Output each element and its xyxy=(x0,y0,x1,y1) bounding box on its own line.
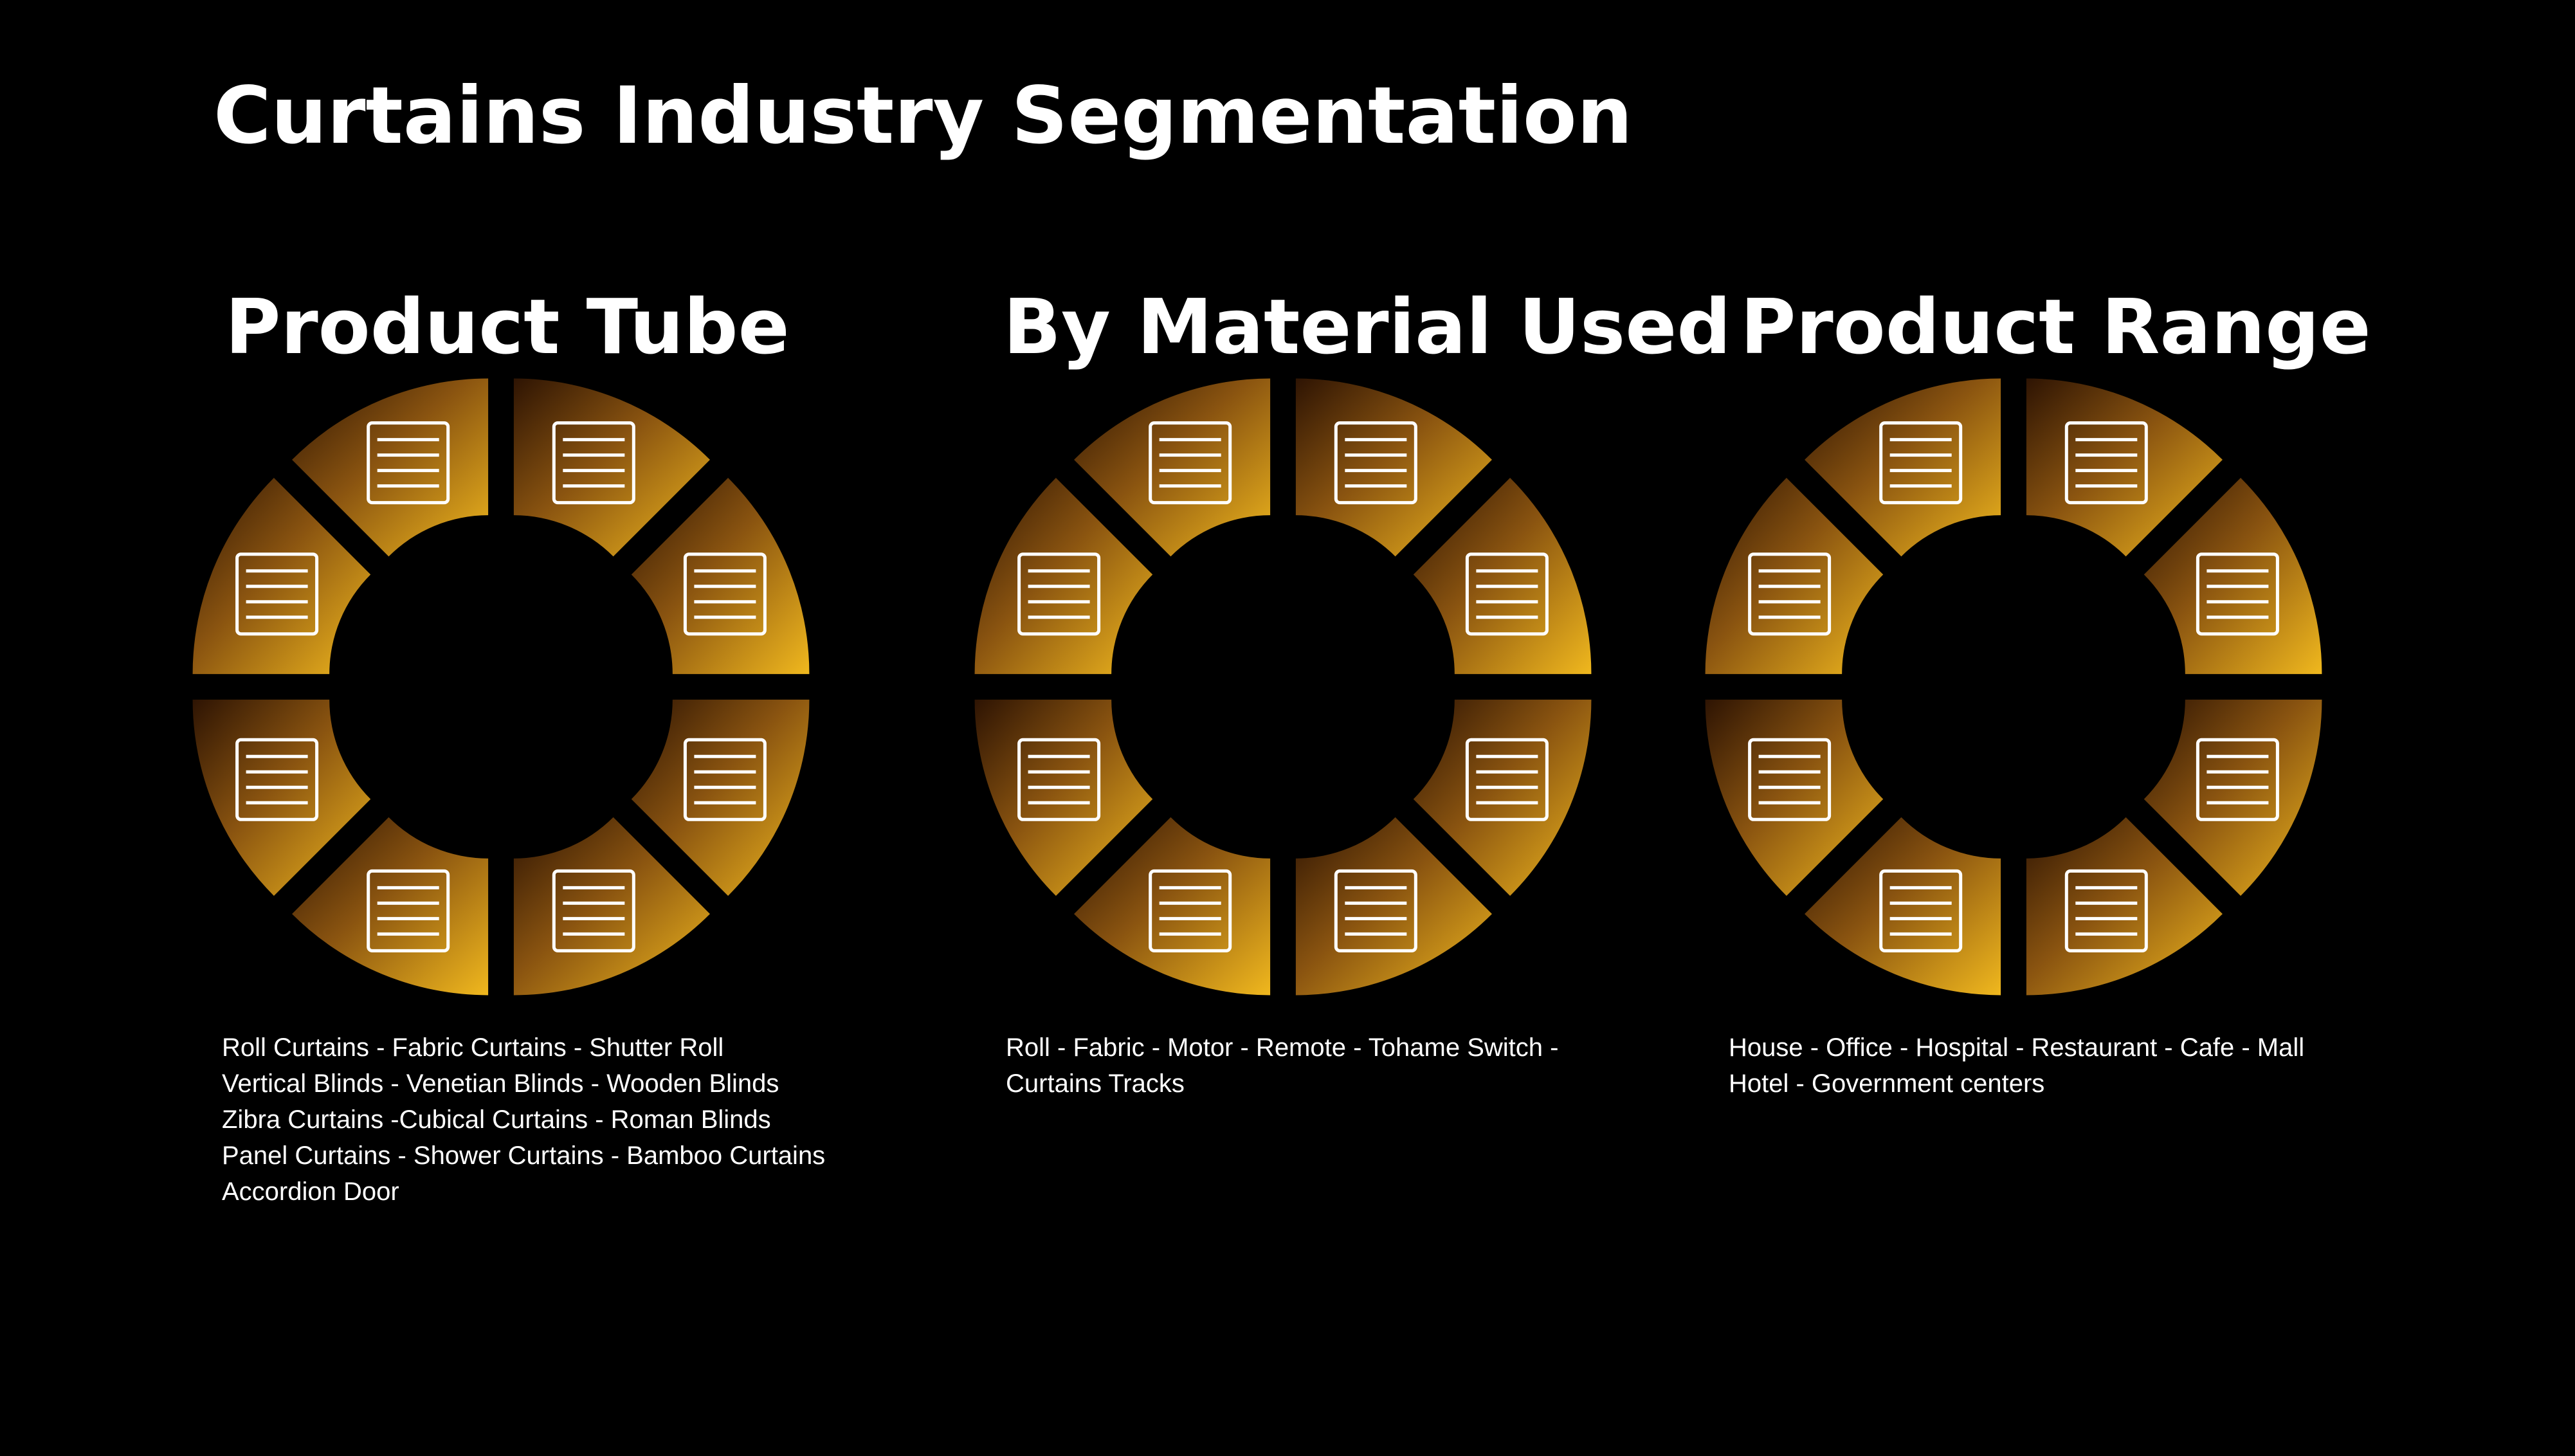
segment-icon xyxy=(1879,869,1963,952)
description-line: Hotel - Government centers xyxy=(1729,1069,2044,1098)
segment-ring xyxy=(192,378,810,996)
segment-icon xyxy=(1465,552,1549,636)
icon-frame xyxy=(2064,421,2148,505)
segment-icon xyxy=(235,552,319,636)
description-line: House - Office - Hospital - Restaurant -… xyxy=(1729,1033,2304,1062)
icon-frame xyxy=(2196,738,2279,821)
segment-icon xyxy=(552,869,635,952)
section-heading: Product Tube xyxy=(225,282,790,371)
icon-frame xyxy=(1334,869,1417,952)
icon-frame xyxy=(552,869,635,952)
segment-icon xyxy=(683,552,767,636)
icon-frame xyxy=(1748,738,1832,821)
segment-ring xyxy=(1705,378,2322,996)
icon-frame xyxy=(1334,421,1417,505)
segment-icon xyxy=(1017,738,1101,821)
description-line: Accordion Door xyxy=(222,1178,399,1206)
description-line: Roll Curtains - Fabric Curtains - Shutte… xyxy=(222,1033,723,1062)
segment-icon xyxy=(235,738,319,821)
icon-frame xyxy=(367,869,450,952)
segment-icon xyxy=(1334,869,1417,952)
segment-icon xyxy=(1017,552,1101,636)
icon-frame xyxy=(1748,552,1832,636)
segment-icon xyxy=(367,869,450,952)
description-line: Curtains Tracks xyxy=(1006,1069,1185,1098)
segment-ring xyxy=(974,378,1592,996)
section-heading: By Material Used xyxy=(1003,282,1731,371)
segment-icon xyxy=(1879,421,1963,505)
segment-icon xyxy=(367,421,450,505)
description-line: Roll - Fabric - Motor - Remote - Tohame … xyxy=(1006,1033,1558,1062)
segment-icon xyxy=(552,421,635,505)
segment-icon xyxy=(1149,421,1232,505)
segment-icon xyxy=(683,738,767,821)
icon-frame xyxy=(1149,421,1232,505)
icon-frame xyxy=(1879,869,1963,952)
icon-frame xyxy=(1879,421,1963,505)
segment-icon xyxy=(2196,738,2279,821)
segment-icon xyxy=(2064,421,2148,505)
icon-frame xyxy=(235,738,319,821)
description-line: Zibra Curtains -Cubical Curtains - Roman… xyxy=(222,1106,771,1134)
icon-frame xyxy=(367,421,450,505)
segment-icon xyxy=(2196,552,2279,636)
icon-frame xyxy=(1017,738,1101,821)
segment-icon xyxy=(1334,421,1417,505)
segment-icon xyxy=(1149,869,1232,952)
segment-icon xyxy=(1748,552,1832,636)
segment-icon xyxy=(2064,869,2148,952)
icon-frame xyxy=(1465,738,1549,821)
icon-frame xyxy=(2196,552,2279,636)
icon-frame xyxy=(552,421,635,505)
icon-frame xyxy=(235,552,319,636)
page-title: Curtains Industry Segmentation xyxy=(214,70,1633,161)
icon-frame xyxy=(1017,552,1101,636)
description-line: Panel Curtains - Shower Curtains - Bambo… xyxy=(222,1142,825,1170)
icon-frame xyxy=(1465,552,1549,636)
icon-frame xyxy=(683,738,767,821)
section-heading: Product Range xyxy=(1740,282,2371,371)
icon-frame xyxy=(2064,869,2148,952)
segment-icon xyxy=(1748,738,1832,821)
description-line: Vertical Blinds - Venetian Blinds - Wood… xyxy=(222,1069,779,1098)
segment-icon xyxy=(1465,738,1549,821)
icon-frame xyxy=(683,552,767,636)
icon-frame xyxy=(1149,869,1232,952)
